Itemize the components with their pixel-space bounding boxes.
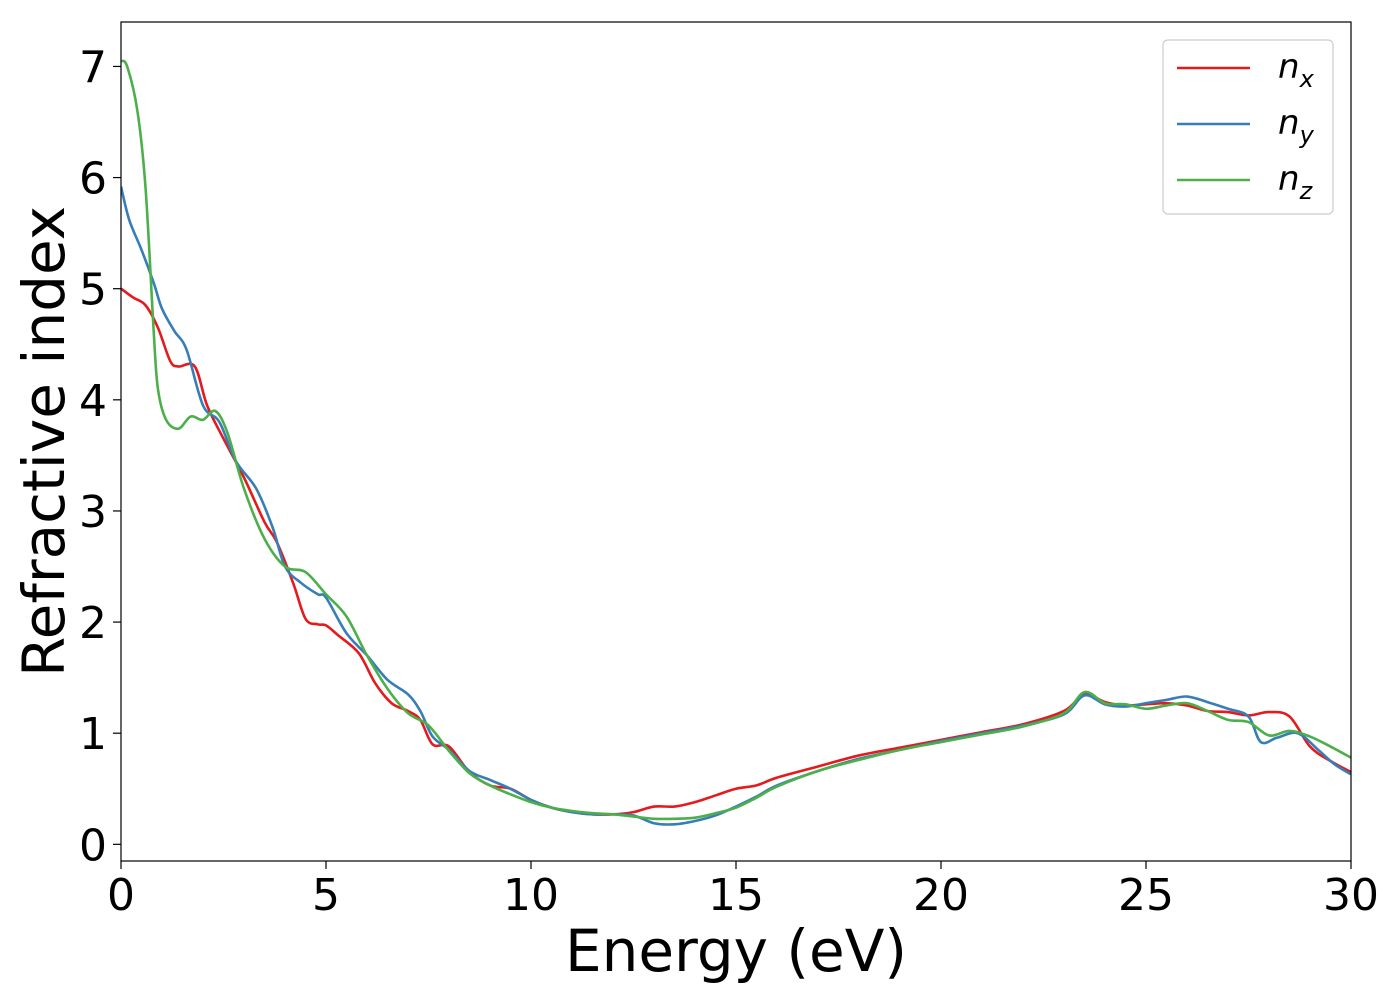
y-axis-ticks: 0 1 2 3 4 5 6 7 <box>79 42 121 871</box>
x-tick-label: 10 <box>503 870 559 921</box>
series-line-nz <box>121 59 1351 821</box>
y-tick-label: 2 <box>79 598 107 649</box>
x-tick-label: 25 <box>1118 870 1174 921</box>
y-tick-label: 7 <box>79 42 107 93</box>
x-axis-ticks: 0 5 10 15 20 25 30 <box>107 861 1379 921</box>
x-tick-label: 0 <box>107 870 135 921</box>
x-axis-label: Energy (eV) <box>565 917 907 985</box>
x-tick-label: 5 <box>312 870 340 921</box>
series-layer <box>121 59 1351 826</box>
y-axis-label: Refractive index <box>10 206 78 677</box>
series-line-ny <box>121 186 1351 826</box>
y-tick-label: 6 <box>79 154 107 205</box>
x-tick-label: 15 <box>708 870 764 921</box>
legend-box <box>1162 39 1334 215</box>
y-tick-label: 5 <box>79 265 107 316</box>
legend-label-nz: nz <box>1278 159 1314 205</box>
y-tick-label: 3 <box>79 487 107 538</box>
y-tick-label: 1 <box>79 709 107 760</box>
legend-label-nx: nx <box>1278 47 1315 93</box>
legend: nx ny nz <box>1162 39 1334 215</box>
legend-label-ny: ny <box>1278 103 1315 149</box>
x-tick-label: 20 <box>913 870 969 921</box>
x-tick-label: 30 <box>1323 870 1379 921</box>
series-line-nx <box>121 287 1351 816</box>
y-tick-label: 0 <box>79 820 107 871</box>
y-tick-label: 4 <box>79 376 107 427</box>
